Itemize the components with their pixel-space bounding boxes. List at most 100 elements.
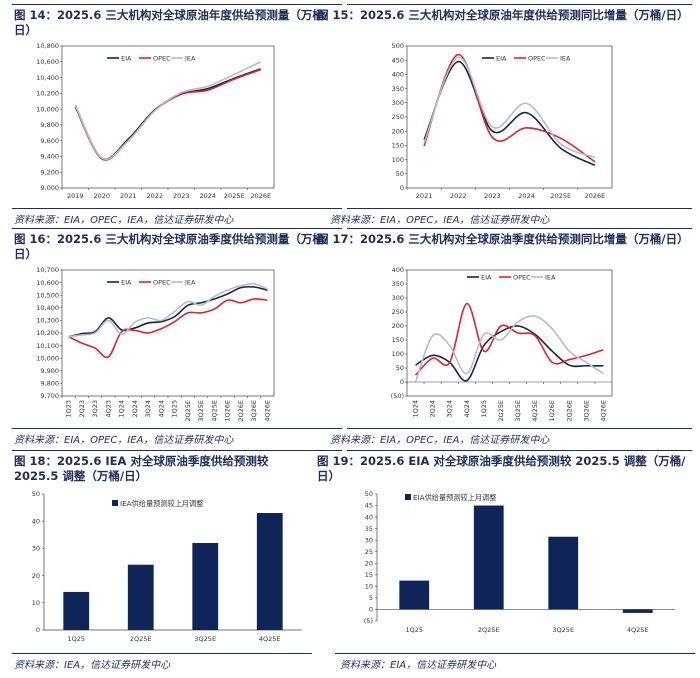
y-tick-label: 10,800 [36,42,59,50]
x-tick-label: 3Q24 [446,400,454,418]
y-tick-label: 100 [392,350,404,358]
x-tick-label: 1Q23 [65,400,73,418]
x-tick-label: 2022 [450,192,467,200]
x-tick-label: 2Q24 [429,400,437,418]
x-tick-label: 3Q23 [91,400,99,418]
y-tick-label: 40 [365,513,373,521]
bar-3q25e [192,542,219,630]
row3-rule-left [12,450,342,451]
y-tick-label: 100 [392,156,404,164]
y-tick-label: 9,200 [40,168,59,176]
legend-label-eia: EIA [481,273,492,281]
series-line-eia [74,68,262,160]
figure-18-source: 资料来源：IEA，信达证券研发中心 [14,660,171,671]
series-line-eia [68,285,268,338]
row3-rule-right [347,450,692,451]
figure-16-title: 图 16：2025.6 三大机构对全球原油季度供给预测量（万桶/日） [14,232,329,261]
y-tick-label: 50 [396,170,404,178]
source-rule-15 [347,208,692,209]
y-tick-label: 10,400 [36,304,59,312]
legend-swatch [112,500,118,506]
y-tick-label: 250 [392,308,404,316]
x-tick-label: 1Q25 [67,635,85,643]
source-rule-18 [12,653,312,654]
y-tick-label: 10,300 [36,317,59,325]
figure-15-source: 资料来源：EIA，OPEC，IEA，信达证券研发中心 [330,215,550,226]
bar-4q25e [256,513,283,630]
y-tick-label: 0 [36,626,40,634]
y-tick-label: 0 [400,184,404,192]
bar-3q25e [548,536,579,610]
legend-label-eia: EIA [121,54,132,62]
y-tick-label: 50 [365,490,373,498]
y-tick-label: 9,800 [40,380,59,388]
x-tick-label: 3Q25E [194,635,216,643]
x-tick-label: 1Q24 [118,400,126,418]
y-tick-label: 9,600 [40,137,59,145]
y-tick-label: 9,400 [40,153,59,161]
plot-frame [61,45,275,189]
legend-label-eia: EIA [121,278,132,286]
x-tick-label: 4Q24 [463,400,471,418]
top-rule-right [347,4,692,5]
x-tick-label: 2Q25E [497,400,505,422]
x-tick-label: 2022 [146,192,163,200]
y-tick-label: 40 [32,517,40,525]
series-line-opec [423,53,596,163]
y-tick-label: 450 [392,56,404,64]
legend-label-opec: OPEC [528,54,546,62]
y-tick-label: 10,700 [36,266,59,274]
x-tick-label: 4Q25E [531,400,539,422]
x-tick-label: 2026E [585,192,606,200]
x-tick-label: 2023 [484,192,501,200]
legend-label: EIA供给量预测较上月调整 [413,493,496,502]
legend-label-opec: OPEC [153,278,171,286]
legend-label-opec: OPEC [513,273,531,281]
chart-figure-16: 9,700 9,800 9,900 10,000 10,100 10,200 10,300 1… [36,266,275,422]
x-tick-label: 2020 [93,192,110,200]
x-tick-label: 2024 [199,192,216,200]
y-tick-label: 300 [392,99,404,107]
y-tick-label: 30 [32,545,40,553]
y-tick-label: 30 [365,536,373,544]
y-tick-label: 350 [392,280,404,288]
x-tick-label: 2026E [250,192,271,200]
legend-swatch [405,494,411,500]
x-tick-label: 2Q25E [130,635,152,643]
figure-14-title: 图 14：2025.6 三大机构对全球原油年度供给预测量（万桶/日） [14,8,329,37]
y-tick-label: 200 [392,322,404,330]
y-tick-label: 10,200 [36,329,59,337]
x-tick-label: 2024 [518,192,535,200]
y-tick-label: 25 [365,548,373,556]
chart-figure-15: 0 50 100 150 200 250 300 350 400 450 500 2021 2022 20… [392,42,613,200]
y-tick-label: 50 [396,364,404,372]
y-tick-label: 10,400 [36,74,59,82]
y-tick-label: 0 [369,606,373,614]
series-line-opec [74,68,262,161]
y-tick-label: 9,700 [40,392,59,400]
y-tick-label: 10,600 [36,279,59,287]
y-tick-label: 45 [365,502,373,510]
x-tick-label: 2Q26E [565,400,573,422]
x-tick-label: 4Q24 [157,400,165,418]
y-tick-label: 10,000 [36,105,59,113]
y-tick-label: 50 [32,490,40,498]
y-tick-label: 300 [392,294,404,302]
bar-1q25 [63,591,90,630]
x-tick-label: 3Q24 [144,400,152,418]
figure-17-source: 资料来源：EIA，OPEC，IEA，信达证券研发中心 [330,435,550,446]
series-line-eia [423,60,596,167]
x-tick-label: 1Q24 [412,400,420,418]
figure-15-title: 图 15：2025.6 三大机构对全球原油年度供给预测同比增量（万桶/日） [317,8,689,22]
y-tick-label: 10 [365,583,373,591]
y-tick-label: 10 [32,599,40,607]
x-tick-label: 4Q25E [259,635,281,643]
y-tick-label: 150 [392,142,404,150]
chart-figure-19: (5) 0 5 10 15 20 25 30 35 40 45 50 1Q25 2Q25E 3Q25E 4Q2… [364,490,675,634]
x-tick-label: 3Q26E [250,400,258,422]
x-tick-label: 4Q25E [627,626,649,634]
legend-label-iea: IEA [185,54,196,62]
x-tick-label: 3Q25E [514,400,522,422]
bar-2q25e [127,564,154,630]
x-tick-label: 2Q23 [78,400,86,418]
